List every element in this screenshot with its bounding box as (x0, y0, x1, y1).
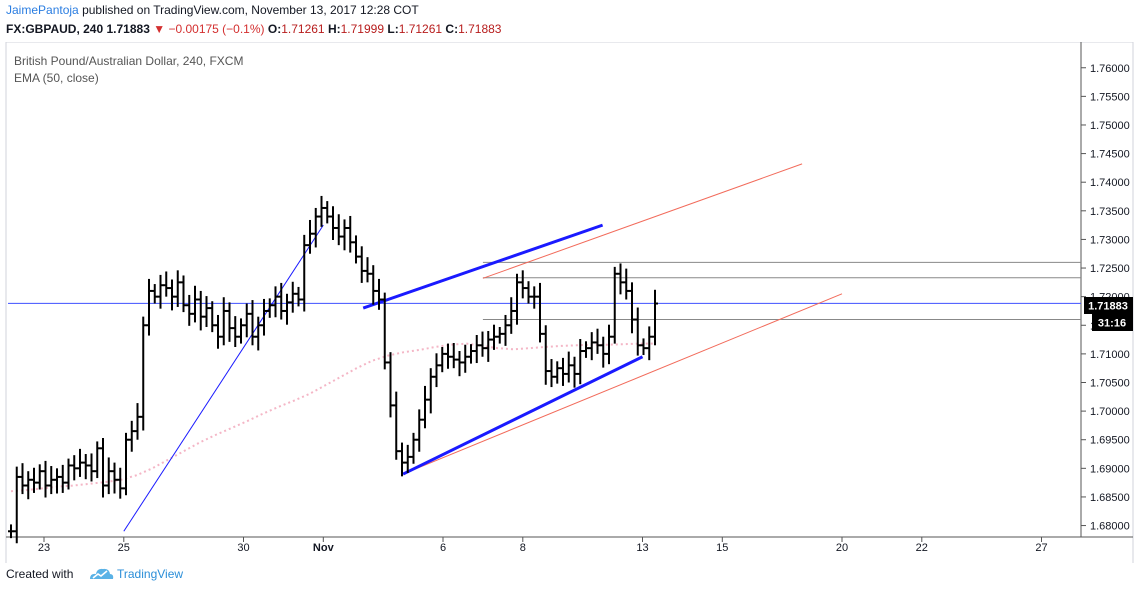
ema-series (10, 342, 655, 493)
publish-info: published on TradingView.com, November 1… (82, 3, 419, 17)
trendline-drawings[interactable] (8, 163, 1081, 532)
y-tick-label: 1.70000 (1090, 406, 1130, 418)
countdown-badge-text: 31:16 (1098, 318, 1126, 330)
chart-frame (6, 42, 1133, 563)
y-tick-label: 1.75500 (1090, 91, 1130, 103)
axis-badges: 1.71883 31:16 (1084, 297, 1133, 331)
blue-channel-bottom-line (402, 355, 644, 476)
x-tick-label: 13 (636, 542, 648, 554)
x-tick-label: 8 (520, 542, 526, 554)
down-arrow-icon: ▼ (153, 22, 166, 36)
tradingview-link[interactable]: TradingView (117, 567, 184, 581)
footer: Created with TradingView (0, 563, 1139, 591)
x-tick-label: 15 (716, 542, 728, 554)
last-price: 1.71883 (106, 22, 150, 36)
x-axis: 23 25 30 Nov 6 8 13 15 20 22 27 (38, 537, 1048, 554)
x-tick-label: 22 (916, 542, 928, 554)
y-tick-label: 1.76000 (1090, 63, 1130, 75)
x-tick-label: 25 (118, 542, 130, 554)
y-tick-label: 1.71000 (1090, 349, 1130, 361)
y-tick-label: 1.69500 (1090, 435, 1130, 447)
high-value: 1.71999 (340, 22, 385, 36)
last-price-badge-text: 1.71883 (1088, 301, 1128, 313)
red-channel-top-line (482, 163, 803, 279)
close-label: C: (445, 22, 459, 36)
high-label: H: (327, 22, 341, 36)
countdown-badge (1092, 314, 1133, 331)
symbol-label: FX:GBPAUD, 240 (6, 22, 104, 36)
y-tick-label: 1.74500 (1090, 149, 1130, 161)
y-tick-label: 1.69000 (1090, 463, 1130, 475)
y-tick-label: 1.68500 (1090, 492, 1130, 504)
open-label: O: (267, 22, 282, 36)
blue-uptrend-line (123, 224, 324, 532)
x-tick-label: 30 (237, 542, 249, 554)
price-chart[interactable]: 1.68000 1.68500 1.69000 1.69500 1.70000 1.705… (0, 42, 1139, 563)
created-with-label: Created with (6, 567, 74, 581)
x-tick-label: Nov (313, 542, 335, 554)
x-tick-label: 27 (1035, 542, 1047, 554)
x-tick-label: 23 (38, 542, 50, 554)
red-channel-bottom-line (402, 293, 843, 475)
ema-legend: EMA (50, close) (14, 71, 99, 85)
y-tick-label: 1.68000 (1090, 521, 1130, 533)
last-price-badge (1084, 297, 1133, 314)
low-value: 1.71261 (398, 22, 443, 36)
y-tick-label: 1.75000 (1090, 120, 1130, 132)
close-value: 1.71883 (458, 22, 502, 36)
x-tick-label: 6 (440, 542, 446, 554)
publish-line: JaimePantoja published on TradingView.co… (6, 3, 419, 17)
author-link[interactable]: JaimePantoja (6, 3, 79, 17)
tradingview-logo-icon[interactable] (88, 565, 114, 583)
y-tick-label: 1.72500 (1090, 263, 1130, 275)
ohlc-bars (8, 195, 658, 544)
quote-line: FX:GBPAUD, 240 1.71883 ▼ −0.00175 (−0.1%… (6, 22, 501, 36)
x-tick-label: 20 (836, 542, 848, 554)
open-value: 1.71261 (281, 22, 325, 36)
y-tick-label: 1.73500 (1090, 206, 1130, 218)
instrument-legend: British Pound/Australian Dollar, 240, FX… (14, 54, 243, 68)
chart-header: JaimePantoja published on TradingView.co… (0, 0, 1139, 42)
ema-line (10, 342, 655, 493)
blue-channel-top-line (362, 223, 604, 310)
y-tick-label: 1.74000 (1090, 177, 1130, 189)
y-tick-label: 1.70500 (1090, 377, 1130, 389)
y-tick-label: 1.73000 (1090, 234, 1130, 246)
low-label: L: (387, 22, 399, 36)
price-change: −0.00175 (−0.1%) (168, 22, 265, 36)
